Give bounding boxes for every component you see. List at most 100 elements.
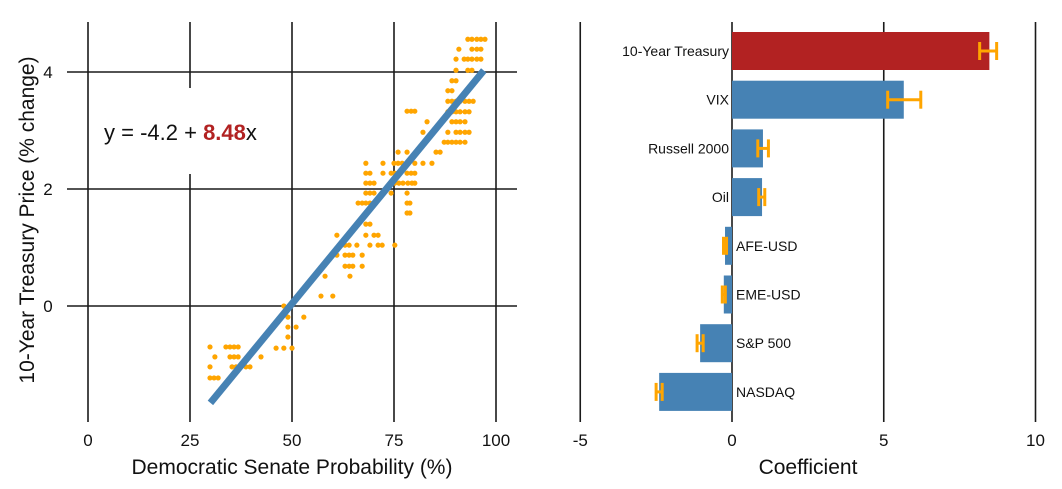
scatter-point <box>405 180 411 186</box>
scatter-point <box>355 200 361 206</box>
scatter-point <box>346 252 352 258</box>
scatter-point <box>408 108 414 114</box>
coefficient-bars <box>659 32 990 411</box>
scatter-point <box>223 344 229 350</box>
scatter-point <box>363 170 369 176</box>
scatter-y-tick-label: 4 <box>43 63 52 82</box>
scatter-point <box>474 36 480 42</box>
scatter-point <box>466 109 472 115</box>
scatter-point <box>453 56 459 62</box>
scatter-x-tick-label: 50 <box>283 431 302 450</box>
scatter-x-tick-label: 25 <box>181 431 200 450</box>
scatter-point <box>453 139 459 145</box>
scatter-point <box>380 160 386 166</box>
scatter-point <box>404 190 410 196</box>
scatter-point <box>375 232 381 238</box>
scatter-point <box>212 354 218 360</box>
scatter-point <box>281 345 287 351</box>
scatter-point <box>482 36 488 42</box>
scatter-point <box>363 160 369 166</box>
coefficient-bar <box>659 372 732 411</box>
scatter-point <box>359 263 365 269</box>
scatter-point <box>457 139 463 145</box>
scatter-point <box>433 149 439 155</box>
scatter-point <box>354 242 360 248</box>
scatter-point <box>404 170 410 176</box>
bar-x-axis-title: Coefficient <box>759 456 858 479</box>
scatter-point <box>429 160 435 166</box>
scatter-point <box>367 180 373 186</box>
scatter-point <box>412 160 418 166</box>
scatter-point <box>342 263 348 269</box>
scatter-point <box>363 221 369 227</box>
scatter-point <box>469 67 475 73</box>
scatter-point <box>285 314 291 320</box>
scatter-point <box>420 129 426 135</box>
scatter-point <box>235 354 241 360</box>
equation-prefix: y = -4.2 + <box>104 120 203 145</box>
scatter-gridlines <box>67 22 517 422</box>
scatter-point <box>461 56 467 62</box>
scatter-y-axis-title: 10-Year Treasury Price (% change) <box>16 56 39 383</box>
scatter-point <box>207 364 213 370</box>
scatter-point <box>342 252 348 258</box>
scatter-point <box>235 344 241 350</box>
equation-background <box>98 88 290 174</box>
scatter-point <box>445 88 451 94</box>
coefficient-bar <box>732 32 990 70</box>
scatter-point <box>347 273 353 279</box>
scatter-point <box>367 242 373 248</box>
scatter-x-axis-title: Democratic Senate Probability (%) <box>132 456 453 479</box>
scatter-y-tick-labels: 0 2 4 <box>43 63 52 316</box>
scatter-point <box>363 232 369 238</box>
scatter-point <box>215 375 221 381</box>
coefficient-bar <box>725 226 732 265</box>
scatter-point <box>301 314 307 320</box>
scatter-point <box>445 129 451 135</box>
scatter-point <box>371 180 377 186</box>
scatter-point <box>441 139 447 145</box>
error-bars <box>654 42 999 401</box>
scatter-point <box>346 242 352 248</box>
bar-category-label: 10-Year Treasury <box>622 43 729 59</box>
scatter-point <box>363 200 369 206</box>
scatter-point <box>363 180 369 186</box>
scatter-point <box>407 210 413 216</box>
scatter-x-tick-label: 0 <box>83 431 92 450</box>
scatter-point <box>388 190 394 196</box>
bar-category-label: EME-USD <box>736 287 801 303</box>
equation-slope: 8.48 <box>203 120 246 145</box>
bar-category-label: S&P 500 <box>736 335 791 351</box>
scatter-point <box>380 170 386 176</box>
error-bar <box>695 334 705 353</box>
bar-category-label: VIX <box>706 92 729 108</box>
scatter-panel: y = -4.2 + 8.48x 0 25 50 75 100 0 2 4 Democrat… <box>16 22 517 479</box>
scatter-point <box>407 200 413 206</box>
scatter-point <box>449 78 455 84</box>
scatter-point <box>371 190 377 196</box>
scatter-point <box>247 364 253 370</box>
scatter-point <box>396 180 402 186</box>
bar-category-label: AFE-USD <box>736 238 797 254</box>
scatter-point <box>462 109 468 115</box>
scatter-point <box>453 119 459 125</box>
scatter-point <box>445 139 451 145</box>
scatter-y-tick-label: 2 <box>43 180 52 199</box>
error-bar <box>722 236 729 255</box>
scatter-point <box>367 190 373 196</box>
error-bar <box>886 90 923 109</box>
scatter-point <box>453 129 459 135</box>
scatter-point <box>285 334 291 340</box>
scatter-point <box>404 149 410 155</box>
scatter-x-tick-label: 100 <box>482 431 510 450</box>
bar-x-tick-label: 0 <box>727 431 736 450</box>
scatter-point <box>273 345 279 351</box>
bar-x-tick-label: -5 <box>573 431 588 450</box>
scatter-point <box>474 46 480 52</box>
scatter-point <box>466 129 472 135</box>
scatter-point <box>456 46 462 52</box>
scatter-point <box>227 344 233 350</box>
scatter-point <box>469 36 475 42</box>
error-bar <box>756 139 770 158</box>
